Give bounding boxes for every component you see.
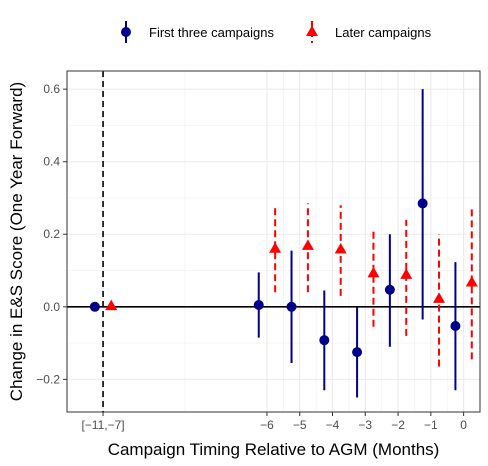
axis-ticks: −0.2 0.0 0.2 0.4 0.6 [−11,−7] −6 −5 −4 −3 −2 −1 0	[36, 82, 467, 432]
y-tick-label: 0.0	[43, 300, 60, 314]
legend-first-three-marker	[121, 27, 131, 37]
legend-later-marker	[306, 25, 318, 36]
y-tick-label: 0.4	[43, 155, 60, 169]
x-tick-label: −5	[293, 418, 307, 432]
point-first-three	[450, 321, 461, 332]
point-first-three	[253, 299, 264, 310]
legend: First three campaigns Later campaigns	[121, 21, 432, 43]
y-tick-label: 0.6	[43, 82, 60, 96]
y-tick-label: −0.2	[36, 372, 60, 386]
point-first-three	[319, 335, 330, 346]
x-tick-label: −6	[260, 418, 274, 432]
x-tick-label: −2	[391, 418, 405, 432]
grid-minor	[67, 71, 480, 412]
x-axis-title: Campaign Timing Relative to AGM (Months)	[108, 440, 440, 459]
point-first-three	[89, 301, 100, 312]
legend-later-label: Later campaigns	[335, 25, 432, 40]
point-later	[105, 299, 118, 311]
legend-first-three-label: First three campaigns	[149, 25, 274, 40]
x-tick-label: 0	[460, 418, 467, 432]
x-tick-label: −1	[424, 418, 438, 432]
reference-lines	[67, 71, 480, 412]
point-later	[334, 242, 347, 254]
point-first-three	[384, 284, 395, 295]
point-first-three	[417, 198, 428, 209]
point-later	[465, 275, 478, 287]
y-tick-label: 0.2	[43, 227, 60, 241]
point-first-three	[352, 347, 363, 358]
legend-item-first-three: First three campaigns	[121, 21, 274, 43]
x-tick-label: −3	[358, 418, 372, 432]
x-tick-label: [−11,−7]	[81, 418, 124, 432]
y-axis-title: Change in E&S Score (One Year Forward)	[7, 82, 26, 401]
point-later	[301, 239, 314, 250]
plot-panel	[67, 71, 480, 412]
point-later	[433, 292, 446, 303]
point-later	[400, 268, 413, 279]
point-first-three	[286, 301, 297, 312]
plot-border	[66, 70, 481, 413]
plot-area	[66, 70, 481, 413]
legend-item-later: Later campaigns	[306, 21, 432, 43]
x-tick-label: −4	[326, 418, 340, 432]
point-later	[367, 266, 380, 278]
point-later	[269, 242, 282, 253]
data-marks	[89, 89, 478, 398]
